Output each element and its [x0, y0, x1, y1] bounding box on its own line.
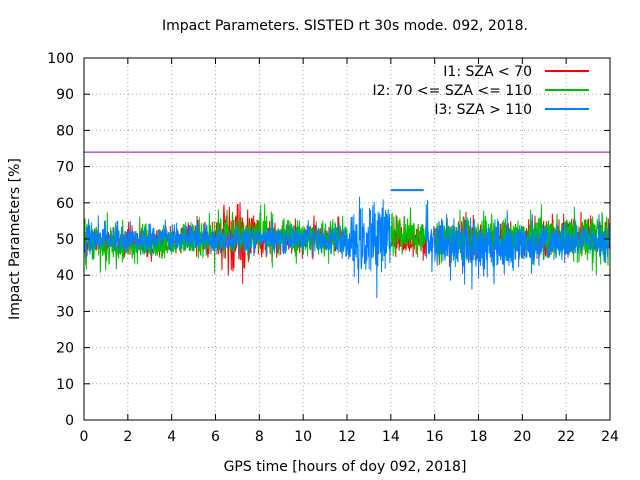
y-tick-label: 20 — [56, 341, 74, 357]
y-tick-label: 0 — [65, 413, 74, 429]
x-tick-label: 4 — [167, 429, 176, 445]
y-tick-label: 50 — [56, 232, 74, 248]
y-tick-label: 80 — [56, 123, 74, 139]
x-tick-label: 6 — [211, 429, 220, 445]
x-tick-label: 22 — [557, 429, 575, 445]
chart-title: Impact Parameters. SISTED rt 30s mode. 0… — [162, 18, 528, 34]
legend-label: I3: SZA > 110 — [434, 102, 532, 118]
series-3 — [83, 189, 611, 299]
x-tick-label: 12 — [338, 429, 356, 445]
y-tick-label: 90 — [56, 87, 74, 103]
x-tick-label: 14 — [382, 429, 400, 445]
y-tick-label: 40 — [56, 268, 74, 284]
series-line — [83, 196, 392, 299]
series-layer — [83, 189, 611, 299]
legend-label: I1: SZA < 70 — [443, 64, 532, 80]
x-tick-label: 10 — [294, 429, 312, 445]
x-tick-label: 18 — [470, 429, 488, 445]
x-tick-label: 16 — [426, 429, 444, 445]
x-tick-label: 0 — [80, 429, 89, 445]
y-axis-label: Impact Parameters [%] — [7, 158, 23, 320]
y-tick-label: 30 — [56, 304, 74, 320]
legend-label: I2: 70 <= SZA <= 110 — [372, 83, 532, 99]
y-tick-label: 10 — [56, 377, 74, 393]
x-axis-label: GPS time [hours of doy 092, 2018] — [224, 459, 467, 475]
x-tick-label: 8 — [255, 429, 264, 445]
x-tick-label: 2 — [123, 429, 132, 445]
x-tick-label: 24 — [601, 429, 619, 445]
series-line — [390, 207, 427, 258]
y-tick-label: 70 — [56, 160, 74, 176]
y-tick-label: 100 — [47, 51, 74, 67]
y-tick-label: 60 — [56, 196, 74, 212]
x-tick-label: 20 — [513, 429, 531, 445]
legend: I1: SZA < 70 I2: 70 <= SZA <= 110 I3: SZA … — [372, 64, 589, 118]
series-line — [425, 200, 611, 290]
